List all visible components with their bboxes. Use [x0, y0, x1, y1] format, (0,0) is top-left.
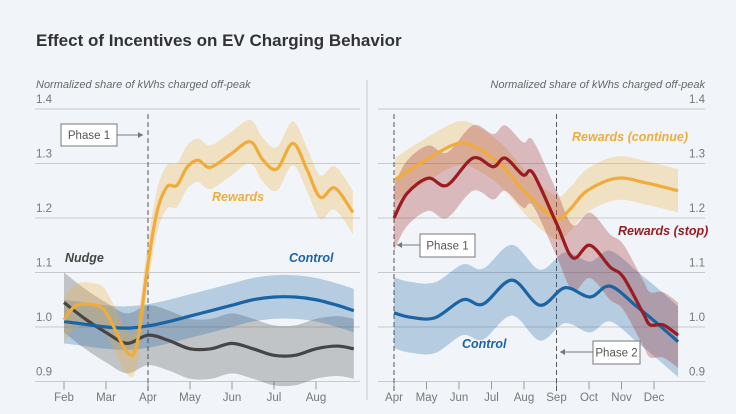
left-panel: 1.4 1.3 1.2 1.1 1.0 0.9 Feb Mar Apr May Jun Jul Aug N… [35, 94, 360, 404]
series-label: Nudge [65, 251, 104, 265]
series-line-rewards [62, 140, 355, 358]
confidence-band-nudge [64, 272, 354, 387]
x-tick-label: Sep [546, 392, 566, 404]
series-line-rewards-stop- [392, 155, 679, 337]
left-y-axis-title: Normalized share of kWhs charged off-pea… [36, 79, 251, 91]
x-tick-label: Jun [450, 392, 469, 404]
y-tick-label: 1.0 [689, 312, 705, 324]
x-tick-label: Apr [139, 392, 157, 404]
y-tick-label: 1.4 [36, 94, 53, 106]
series-label: Rewards [212, 190, 264, 204]
right-panel: 1.4 1.3 1.2 1.1 1.0 0.9 Apr May Jun Jul Aug Sep Oct N… [378, 94, 708, 404]
y-tick-label: 1.1 [36, 258, 52, 270]
arrowhead-icon [138, 132, 143, 138]
phase-label: Phase 2 [595, 348, 637, 360]
x-tick-label: Apr [385, 392, 403, 404]
confidence-band-rewards-continue- [394, 120, 679, 241]
y-tick-label: 1.3 [689, 149, 705, 161]
x-tick-label: Nov [611, 392, 632, 404]
x-tick-label: Oct [580, 392, 599, 404]
y-tick-label: 0.9 [36, 367, 52, 379]
x-tick-label: Dec [644, 392, 665, 404]
series-label: Rewards (stop) [618, 224, 708, 238]
arrowhead-icon [397, 242, 402, 248]
x-tick-label: Jul [267, 392, 282, 404]
series-line-control [63, 295, 355, 330]
phase-label: Phase 1 [68, 130, 110, 142]
y-tick-label: 1.1 [689, 258, 705, 270]
x-tick-label: Jul [484, 392, 499, 404]
right-y-axis-title: Normalized share of kWhs charged off-pea… [490, 79, 705, 91]
x-tick-label: May [416, 392, 438, 404]
series-line-nudge [63, 301, 355, 358]
x-tick-label: Jun [223, 392, 242, 404]
series-label: Rewards (continue) [572, 130, 688, 144]
x-tick-label: Feb [54, 392, 74, 404]
y-tick-label: 1.2 [689, 203, 705, 215]
arrowhead-icon [560, 349, 565, 355]
chart-title: Effect of Incentives on EV Charging Beha… [36, 31, 402, 50]
y-tick-label: 0.9 [689, 367, 705, 379]
series-line-rewards-continue- [394, 141, 679, 221]
y-tick-label: 1.2 [36, 203, 52, 215]
y-tick-label: 1.3 [36, 149, 52, 161]
confidence-band-rewards-stop- [394, 124, 679, 368]
x-tick-label: May [179, 392, 201, 404]
confidence-band-rewards [64, 119, 353, 378]
series-label: Control [462, 337, 507, 351]
x-tick-label: Mar [96, 392, 116, 404]
x-tick-label: Aug [514, 392, 534, 404]
y-tick-label: 1.0 [36, 312, 52, 324]
confidence-band-control [394, 244, 679, 378]
series-line-control [393, 278, 680, 343]
series-label: Control [289, 251, 334, 265]
x-tick-label: Aug [306, 392, 326, 404]
phase-label: Phase 1 [426, 241, 468, 253]
y-tick-label: 1.4 [689, 94, 706, 106]
